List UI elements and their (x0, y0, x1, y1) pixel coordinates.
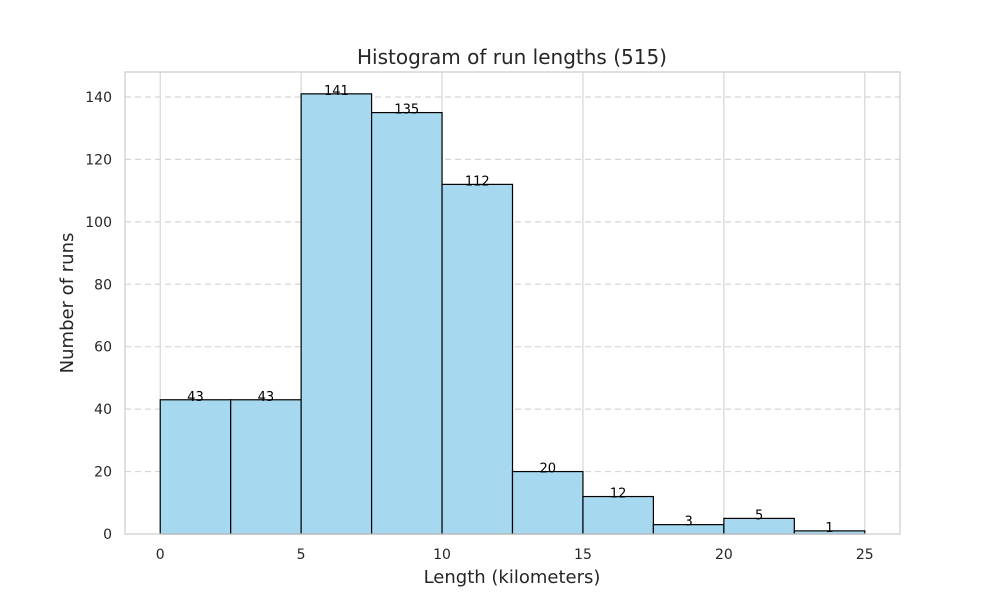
x-axis-label: Length (kilometers) (424, 567, 601, 588)
bar-value-label-1: 43 (258, 390, 275, 405)
bar-value-label-8: 5 (755, 508, 763, 523)
histogram-bar-3 (370, 111, 443, 535)
x-tick-label-1: 5 (297, 547, 306, 563)
x-ticks: 0 5 10 15 20 25 (156, 547, 874, 563)
bar-value-label-5: 20 (539, 462, 556, 477)
x-tick-label-5: 25 (856, 547, 874, 563)
y-tick-label-7: 140 (85, 90, 112, 106)
plot-frame (124, 71, 901, 535)
bar-value-label-7: 3 (684, 515, 692, 530)
histogram-bar-5 (511, 470, 584, 535)
y-ticks: 0 20 40 60 80 100 120 140 (85, 90, 112, 543)
y-axis-label: Number of runs (57, 233, 78, 374)
y-tick-label-6: 120 (85, 152, 112, 168)
bar-value-label-0: 43 (187, 390, 204, 405)
bar-value-label-3: 135 (394, 103, 419, 118)
histogram-bar-4 (441, 183, 514, 535)
histogram-bar-6 (582, 495, 655, 535)
histogram-bar-1 (230, 399, 302, 535)
bar-value-label-2: 141 (324, 84, 349, 99)
x-tick-label-4: 20 (715, 547, 733, 563)
y-tick-label-0: 0 (103, 527, 112, 543)
bar-value-label-9: 1 (825, 521, 833, 536)
bar-value-label-4: 112 (465, 174, 490, 189)
chart-title: Histogram of run lengths (515) (357, 45, 667, 69)
y-tick-label-1: 20 (94, 465, 112, 481)
x-tick-label-3: 15 (574, 547, 592, 563)
x-tick-label-0: 0 (156, 547, 165, 563)
bar-value-label-6: 12 (610, 487, 627, 502)
y-tick-label-3: 60 (94, 340, 112, 356)
histogram-bar-2 (300, 93, 373, 535)
y-tick-label-2: 40 (94, 402, 112, 418)
y-grid (125, 96, 900, 473)
bars (159, 93, 866, 535)
y-tick-label-5: 100 (85, 215, 112, 231)
histogram-bar-0 (159, 399, 232, 535)
y-tick-label-4: 80 (94, 277, 112, 293)
data-labels: 43 43 141 135 112 20 12 3 5 1 (187, 84, 834, 536)
x-tick-label-2: 10 (433, 547, 451, 563)
